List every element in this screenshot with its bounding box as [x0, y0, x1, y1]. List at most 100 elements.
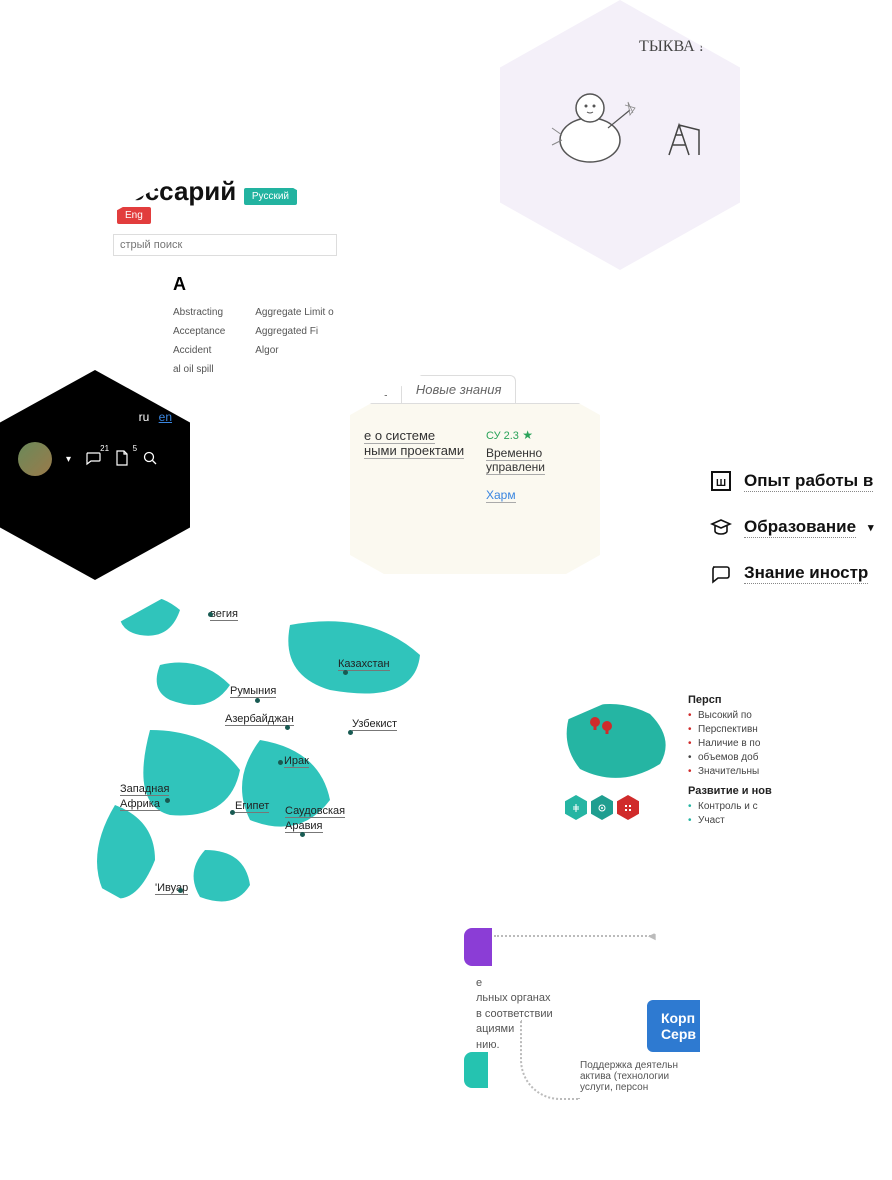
glossary-term[interactable]: Accident — [173, 341, 225, 360]
map-dot-icon — [208, 612, 213, 617]
sketch-speech-text: ТЫКВА ! — [639, 38, 704, 56]
arrow-left-icon: ◀ — [648, 931, 656, 942]
bullet-item: Наличие в по — [688, 738, 855, 749]
map-country-label[interactable]: Саудовская — [285, 805, 345, 818]
document-icon[interactable]: 5 — [115, 450, 129, 469]
lang-ru-link[interactable]: ru — [139, 410, 150, 424]
bullet-item-cont: объемов доб — [688, 752, 855, 763]
knowledge-link[interactable]: Харм — [486, 488, 516, 503]
glossary-term[interactable]: al oil spill — [173, 360, 225, 379]
bullet-item: Перспективн — [688, 724, 855, 735]
glossary-term[interactable]: Aggregate Limit o — [255, 303, 333, 322]
hex-profile-info: Ш Опыт работы в Образование ▾ Знание ино… — [690, 410, 892, 700]
map-dot-icon — [348, 730, 353, 735]
glossary-term[interactable]: Abstracting — [173, 303, 225, 322]
map-dot-icon — [285, 725, 290, 730]
lang-en-button[interactable]: Eng — [117, 207, 151, 224]
su-label: СУ 2.3 — [486, 430, 519, 442]
profile-row-label: Опыт работы в — [744, 471, 873, 492]
glossary-title: лоссарий — [113, 176, 236, 207]
map-country-label[interactable]: Румыния — [230, 685, 276, 698]
mini-hex-icon — [617, 795, 639, 820]
glossary-term[interactable]: Acceptance — [173, 322, 225, 341]
map-dot-icon — [300, 832, 305, 837]
bullet-item: Участ — [688, 815, 855, 826]
map-country-label[interactable]: вегия — [210, 608, 238, 621]
profile-row-label: Образование — [744, 517, 856, 538]
mini-hex-icon — [565, 795, 587, 820]
map-country-label[interactable]: Ирак — [284, 755, 309, 768]
map-dot-icon — [278, 760, 283, 765]
asia-heading-2: Развитие и нов — [688, 785, 855, 797]
blue-box-line: Корп — [661, 1010, 696, 1026]
glossary-col-2: Aggregate Limit o Aggregated Fi Algor — [255, 303, 333, 379]
bullet-item: Значительны — [688, 766, 855, 777]
tabs-row: ции Новые знания — [350, 375, 600, 404]
map-dot-icon — [255, 698, 260, 703]
mini-hex-row — [565, 795, 680, 820]
map-country-label[interactable]: Египет — [235, 800, 269, 813]
lang-switcher: ru en — [18, 410, 172, 424]
blue-box-line: Серв — [661, 1026, 696, 1042]
map-country-label[interactable]: Азербайджан — [225, 713, 294, 726]
diagram-support-text: Поддержка деятельнактива (технологииуслу… — [580, 1060, 700, 1093]
svg-text:Ш: Ш — [716, 478, 726, 489]
glossary-search-input[interactable] — [113, 234, 337, 256]
sketch-figure-icon — [550, 80, 640, 170]
oil-rig-icon — [664, 120, 704, 160]
teal-tab-icon — [464, 1052, 488, 1088]
map-dot-icon — [230, 810, 235, 815]
chat-icon[interactable]: 21 — [85, 450, 101, 469]
tab-item-active[interactable]: Новые знания — [401, 375, 517, 403]
knowledge-link[interactable]: ными проектами — [364, 443, 464, 459]
map-country-label[interactable]: 'Ивуар — [155, 882, 188, 895]
asia-bullets-1: Высокий по Перспективн Наличие в по объе… — [688, 710, 855, 777]
chat-badge: 21 — [100, 444, 109, 453]
map-country-label[interactable]: Западная — [120, 783, 169, 796]
speech-bubble-icon — [710, 562, 732, 584]
map-dot-icon — [178, 888, 183, 893]
profile-row-label: Знание иностр — [744, 563, 868, 584]
tabs-left-content: е о системе ными проектами — [364, 428, 466, 560]
bullet-item: Контроль и с — [688, 801, 855, 812]
hex-asia-analysis: Персп Высокий по Перспективн Наличие в п… — [555, 660, 855, 920]
hex-world-map: вегияКазахстанРумынияАзербайджанУзбекист… — [60, 550, 440, 970]
glossary-term[interactable]: Aggregated Fi — [255, 322, 333, 341]
knowledge-link[interactable]: е о системе — [364, 428, 435, 444]
company-logo-icon: Ш — [710, 470, 732, 492]
tabs-right-content: СУ 2.3 ★ Временно управлени Харм — [486, 428, 586, 560]
star-icon: ★ — [522, 428, 533, 442]
glossary-term[interactable]: Algor — [255, 341, 333, 360]
dotted-line-icon — [494, 935, 654, 937]
asia-map-icon — [565, 694, 680, 784]
purple-tab-icon — [464, 928, 492, 966]
asia-bullets-2: Контроль и с Участ — [688, 801, 855, 826]
knowledge-link[interactable]: Временно — [486, 446, 542, 461]
hex-org-diagram: ◀ ельных органахв соответствииацияминию.… — [380, 880, 700, 1180]
tab-item[interactable]: ции — [350, 375, 402, 403]
glossary-col-1: Abstracting Acceptance Accident al oil s… — [173, 303, 225, 379]
profile-row-languages[interactable]: Знание иностр — [710, 562, 892, 584]
map-dot-icon — [343, 670, 348, 675]
hex-sketch: ТЫКВА ! — [500, 0, 740, 270]
profile-row-experience[interactable]: Ш Опыт работы в — [710, 470, 892, 492]
caret-down-icon[interactable]: ▾ — [66, 454, 71, 465]
mini-hex-icon — [591, 795, 613, 820]
diagram-body-text: ельных органахв соответствииацияминию. — [476, 976, 626, 1053]
knowledge-link[interactable]: управлени — [486, 460, 545, 475]
lang-en-link[interactable]: en — [159, 410, 172, 424]
bullet-item: Высокий по — [688, 710, 855, 721]
map-country-label[interactable]: Африка — [120, 798, 160, 811]
document-badge: 5 — [133, 444, 137, 453]
profile-row-education[interactable]: Образование ▾ — [710, 516, 892, 538]
asia-heading-1: Персп — [688, 694, 855, 706]
diagram-blue-box: Корп Серв — [647, 1000, 700, 1052]
map-country-label[interactable]: Узбекист — [352, 718, 397, 731]
search-icon[interactable] — [143, 451, 157, 468]
map-country-label[interactable]: Аравия — [285, 820, 323, 833]
avatar[interactable] — [18, 442, 52, 476]
map-shapes-icon — [60, 550, 440, 970]
graduation-cap-icon — [710, 516, 732, 538]
glossary-letter-heading: A — [173, 274, 337, 295]
lang-ru-button[interactable]: Русский — [244, 188, 297, 205]
